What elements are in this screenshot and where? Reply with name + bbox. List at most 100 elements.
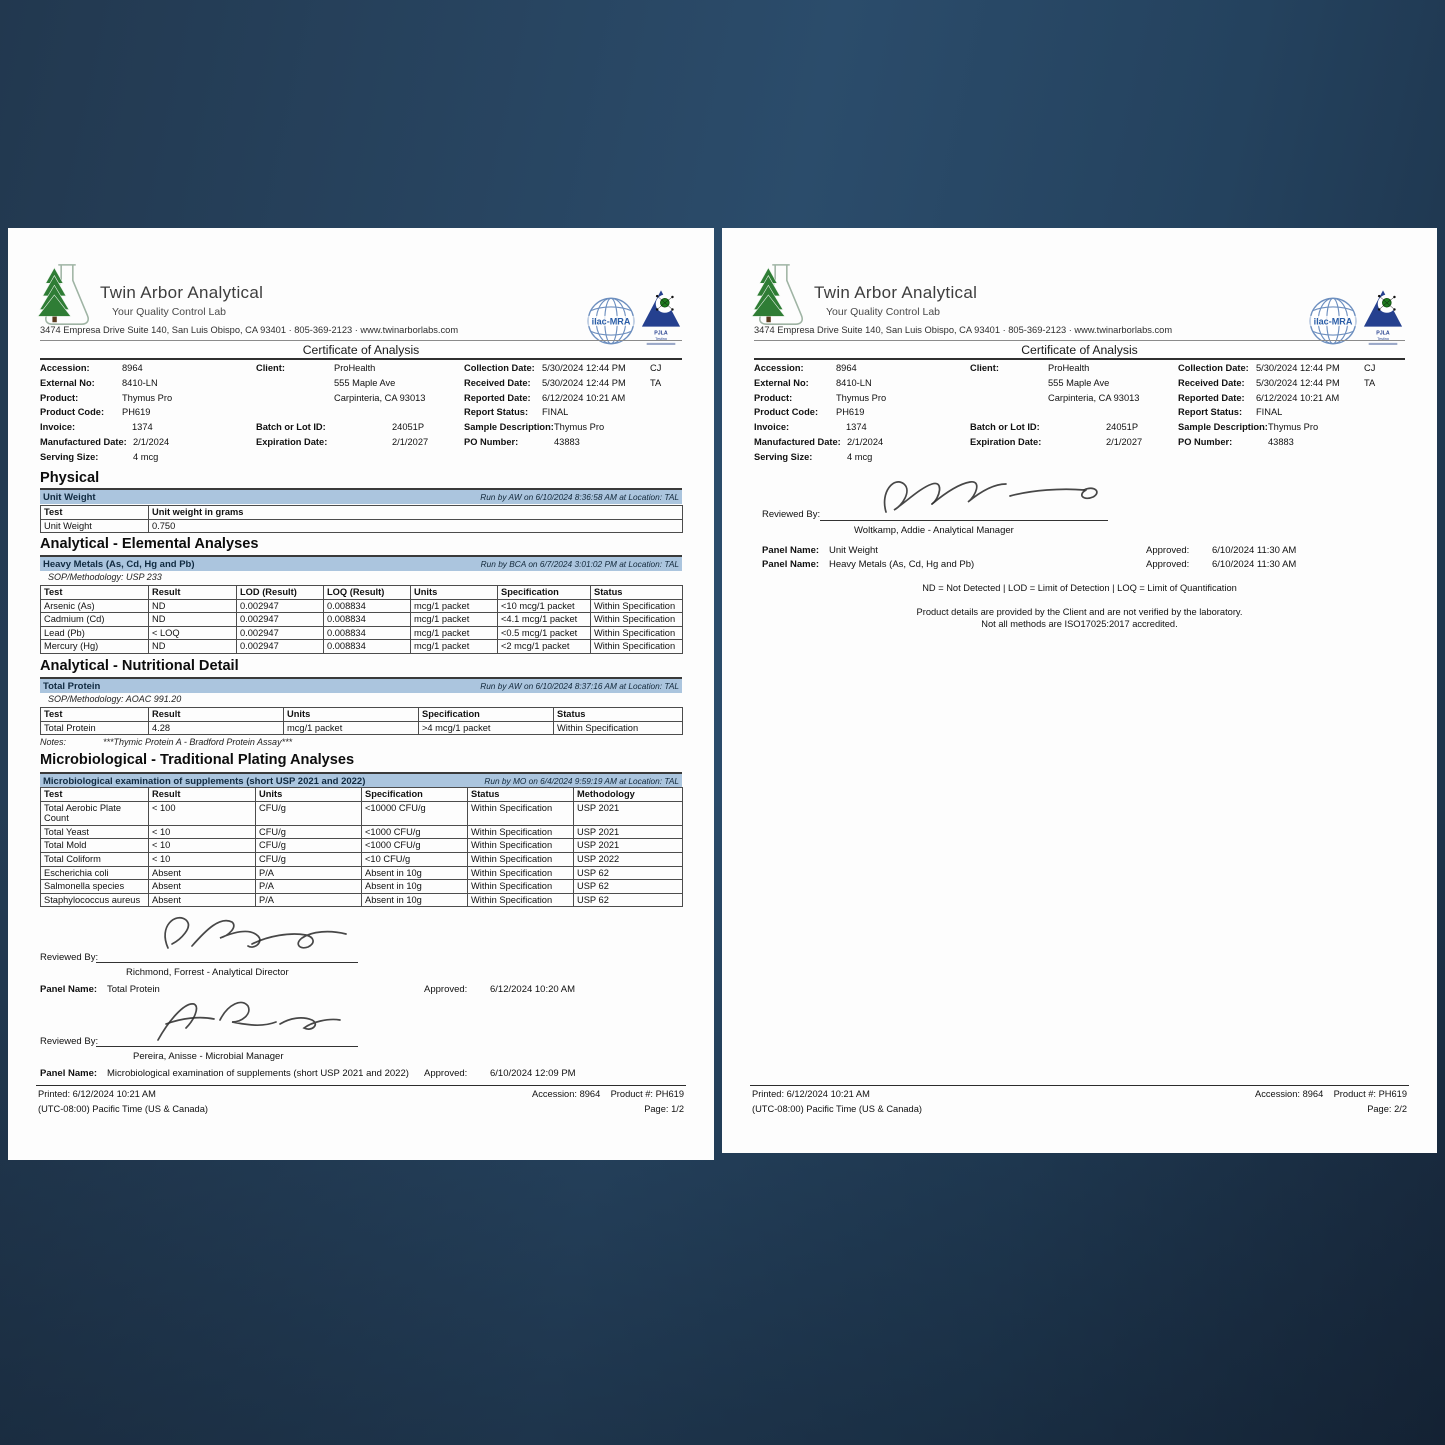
field-label: External No: [40, 377, 95, 388]
footer-divider [750, 1085, 1409, 1086]
panel-band-label: Unit Weight [43, 491, 96, 503]
table-cell: 0.750 [148, 518, 683, 534]
footer-timezone: (UTC-08:00) Pacific Time (US & Canada) [752, 1104, 922, 1114]
field-label: Product Code: [754, 407, 819, 418]
heavy-metals-table: Test Result LOD (Result) LOQ (Result) Un… [40, 585, 683, 654]
table-cell: P/A [255, 892, 362, 908]
field-value: Thymus Pro [1268, 422, 1319, 433]
table-cell: < 10 [148, 838, 256, 853]
table-row: Staphylococcus aureus Absent P/A Absent in … [40, 892, 683, 908]
panel-band-label: Heavy Metals (As, Cd, Hg and Pb) [43, 558, 195, 570]
pjla-label: PJLA [654, 330, 668, 336]
field-value: 1374 [846, 422, 867, 433]
coa-page-2: Twin Arbor Analytical Your Quality Contr… [722, 228, 1437, 1153]
approved-label: Approved: [1146, 545, 1190, 556]
field-value: Carpinteria, CA 93013 [334, 392, 426, 403]
table-cell: mcg/1 packet [410, 612, 498, 627]
table-row: Unit Weight 0.750 [40, 518, 683, 534]
table-cell: USP 2021 [573, 824, 683, 840]
field-value: 5/30/2024 12:44 PM [1256, 377, 1340, 388]
table-cell: Within Specification [467, 824, 574, 840]
table-cell: USP 62 [573, 865, 683, 881]
column-header: Test [40, 585, 149, 600]
field-label: Received Date: [1178, 377, 1245, 388]
table-cell: 4.28 [148, 720, 284, 736]
table-cell: Within Specification [467, 838, 574, 853]
header-info-row: External No: 8410-LN 555 Maple Ave Receiv… [754, 378, 1396, 393]
field-label: Product: [40, 392, 79, 403]
ilac-mra-accreditation-logo: ilac-MRA [587, 297, 635, 345]
section-title-physical: Physical [40, 470, 100, 486]
table-cell: <0.5 mcg/1 packet [497, 625, 591, 641]
signature-pereira [157, 1001, 341, 1041]
field-value: 24051P [1106, 422, 1139, 433]
table-row: Mercury (Hg) ND 0.002947 0.008834 mcg/1 pack… [40, 639, 683, 654]
panel-name-value: Microbiological examination of supplemen… [107, 1068, 409, 1079]
header-info-row: Product Code: PH619 Report Status: FINAL [754, 407, 1396, 422]
signature-line [96, 1046, 358, 1047]
table-cell: 0.002947 [236, 598, 324, 614]
approved-label: Approved: [424, 1068, 468, 1079]
header-divider [40, 340, 682, 341]
table-cell: Mercury (Hg) [40, 639, 149, 654]
notes-line: Notes: ***Thymic Protein A - Bradford Pr… [40, 737, 292, 747]
table-cell: <1000 CFU/g [361, 824, 468, 840]
panel-band-microbiological: Microbiological examination of supplemen… [40, 772, 682, 788]
table-row: Cadmium (Cd) ND 0.002947 0.008834 mcg/1 pack… [40, 612, 683, 627]
field-value: 4 mcg [847, 451, 873, 462]
header-divider-bold [754, 358, 1405, 360]
header-info-row: Serving Size: 4 mcg [754, 452, 1396, 467]
table-header-row: Test Unit weight in grams [40, 505, 683, 520]
footer-product: Product #: PH619 [1333, 1089, 1407, 1099]
table-cell: Absent [148, 879, 256, 894]
certificate-title: Certificate of Analysis [302, 343, 420, 357]
header-info-row: Manufactured Date: 2/1/2024 Expiration Da… [40, 437, 682, 452]
table-cell: USP 62 [573, 879, 683, 894]
header-info-row: Product Code: PH619 Report Status: FINAL [40, 407, 682, 422]
signature-woltkamp [883, 481, 1098, 513]
unit-weight-table: Test Unit weight in grams Unit Weight 0.7… [40, 505, 683, 534]
table-header-row: Test Result LOD (Result) LOQ (Result) Un… [40, 585, 683, 600]
pjla-accreditation-fine-print [646, 342, 676, 345]
column-header: LOQ (Result) [323, 585, 411, 600]
section-title-microbiological: Microbiological - Traditional Plating An… [40, 752, 355, 768]
run-by-note: Run by AW on 6/10/2024 8:36:58 AM at Loc… [480, 492, 679, 502]
field-label: Client: [970, 363, 999, 373]
twin-arbor-flask-tree-logo [37, 264, 89, 325]
field-label: Invoice: [40, 422, 76, 433]
field-value: 2/1/2027 [1106, 437, 1143, 447]
table-cell: Salmonella species [40, 879, 149, 894]
table-row: Total Protein 4.28 mcg/1 packet >4 mcg/1 pa… [40, 720, 683, 736]
header-info-row: Product: Thymus Pro Carpinteria, CA 93013… [754, 393, 1396, 408]
signature-line [820, 520, 1108, 521]
table-row: Total Coliform < 10 CFU/g <10 CFU/g Within S… [40, 851, 683, 867]
field-label: Sample Description: [1178, 422, 1268, 433]
sop-methodology: SOP/Methodology: USP 233 [48, 572, 162, 582]
table-cell: mcg/1 packet [283, 720, 419, 736]
field-value: 5/30/2024 12:44 PM [542, 377, 626, 388]
footer-page-number: Page: 1/2 [644, 1104, 684, 1114]
table-cell: 0.008834 [323, 612, 411, 627]
field-value: 5/30/2024 12:44 PM [1256, 363, 1340, 373]
panel-name-label: Panel Name: [762, 545, 820, 556]
table-cell: Within Specification [467, 892, 574, 908]
table-row: Escherichia coli Absent P/A Absent in 10g Wi… [40, 865, 683, 881]
table-cell: ND [148, 639, 237, 654]
ilac-mra-label: ilac-MRA [592, 316, 631, 326]
field-value: 4 mcg [133, 451, 159, 462]
approved-label: Approved: [424, 984, 468, 995]
footer-divider [36, 1085, 686, 1086]
field-label: Collection Date: [1178, 363, 1249, 373]
field-value: 2/1/2027 [392, 437, 429, 447]
table-header-row: Test Result Units Specification Status M… [40, 787, 683, 802]
reviewed-by-label: Reviewed By: [40, 1036, 99, 1047]
footer-ids: Accession: 8964 Product #: PH619 [1255, 1089, 1407, 1099]
table-cell: Arsenic (As) [40, 598, 149, 614]
table-cell: Total Coliform [40, 851, 149, 867]
field-label: Product Code: [40, 407, 105, 418]
field-value: Carpinteria, CA 93013 [1048, 392, 1140, 403]
table-cell: CFU/g [255, 800, 362, 826]
column-header: Test [40, 787, 149, 802]
table-cell: mcg/1 packet [410, 625, 498, 641]
panel-name-value: Unit Weight [829, 545, 878, 556]
